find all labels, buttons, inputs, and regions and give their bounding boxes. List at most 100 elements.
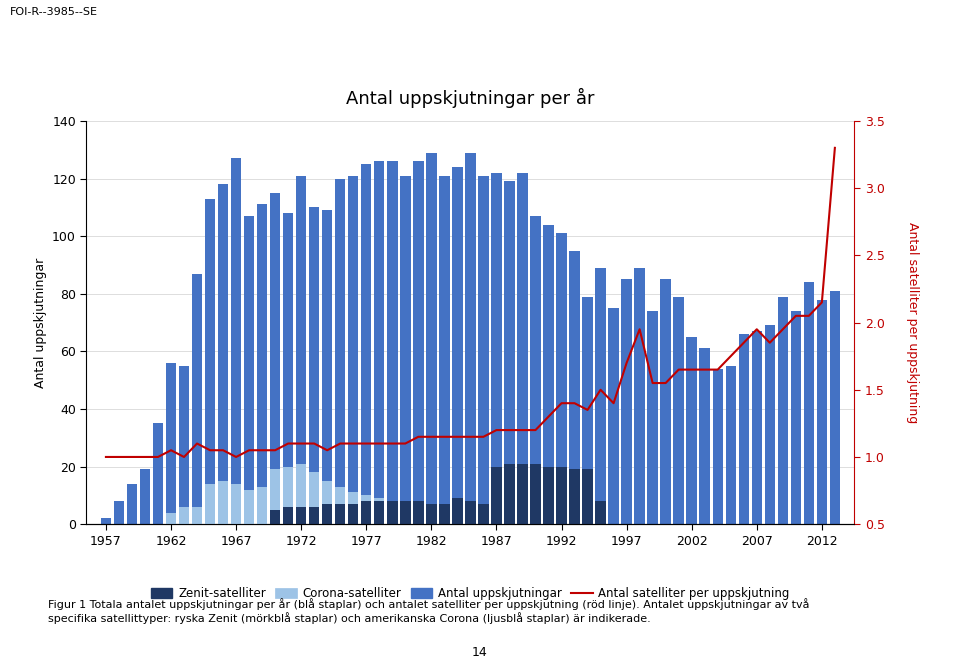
Bar bbox=[569, 470, 580, 524]
Bar bbox=[348, 504, 358, 524]
Bar bbox=[374, 501, 385, 524]
Bar bbox=[492, 466, 502, 524]
Bar bbox=[413, 501, 423, 524]
Bar bbox=[504, 464, 515, 524]
Bar bbox=[492, 466, 502, 524]
Bar bbox=[309, 507, 320, 524]
Bar bbox=[387, 501, 397, 524]
Bar bbox=[322, 481, 332, 524]
Bar bbox=[569, 251, 580, 524]
Bar bbox=[478, 175, 489, 524]
Bar bbox=[466, 501, 475, 524]
Bar bbox=[530, 216, 540, 524]
Bar bbox=[270, 470, 280, 524]
Bar bbox=[270, 510, 280, 524]
Bar bbox=[283, 466, 294, 524]
Bar bbox=[348, 493, 358, 524]
Bar bbox=[517, 464, 528, 524]
Bar bbox=[296, 464, 306, 524]
Text: FOI-R--3985--SE: FOI-R--3985--SE bbox=[10, 7, 98, 17]
Bar bbox=[556, 233, 566, 524]
Bar bbox=[387, 501, 397, 524]
Bar bbox=[335, 504, 346, 524]
Bar bbox=[492, 173, 502, 524]
Bar bbox=[752, 331, 762, 524]
Bar bbox=[283, 213, 294, 524]
Bar bbox=[179, 366, 189, 524]
Bar bbox=[140, 470, 150, 524]
Bar bbox=[374, 498, 385, 524]
Bar bbox=[374, 161, 385, 524]
Bar bbox=[609, 308, 619, 524]
Bar bbox=[335, 487, 346, 524]
Bar bbox=[452, 498, 463, 524]
Bar bbox=[530, 464, 540, 524]
Bar bbox=[192, 507, 203, 524]
Bar bbox=[817, 300, 828, 524]
Bar bbox=[635, 268, 645, 524]
Bar bbox=[426, 153, 437, 524]
Bar bbox=[517, 464, 528, 524]
Bar bbox=[257, 487, 267, 524]
Bar bbox=[387, 161, 397, 524]
Bar bbox=[439, 504, 449, 524]
Bar bbox=[595, 268, 606, 524]
Bar bbox=[583, 470, 592, 524]
Bar bbox=[296, 507, 306, 524]
Text: Figur 1 Totala antalet uppskjutningar per år (blå staplar) och antalet satellite: Figur 1 Totala antalet uppskjutningar pe… bbox=[48, 598, 809, 624]
Bar bbox=[244, 490, 254, 524]
Bar bbox=[543, 224, 554, 524]
Bar bbox=[543, 466, 554, 524]
Bar bbox=[413, 501, 423, 524]
Bar bbox=[595, 501, 606, 524]
Bar bbox=[309, 208, 320, 524]
Legend: Zenit-satelliter, Corona-satelliter, Antal uppskjutningar, Antal satelliter per : Zenit-satelliter, Corona-satelliter, Ant… bbox=[146, 583, 795, 605]
Bar bbox=[478, 504, 489, 524]
Bar bbox=[452, 498, 463, 524]
Bar bbox=[700, 349, 709, 524]
Bar bbox=[621, 280, 632, 524]
Bar bbox=[804, 282, 814, 524]
Bar bbox=[218, 184, 228, 524]
Bar bbox=[466, 501, 475, 524]
Bar bbox=[400, 501, 411, 524]
Bar bbox=[517, 173, 528, 524]
Bar bbox=[400, 501, 411, 524]
Bar bbox=[712, 369, 723, 524]
Bar bbox=[556, 466, 566, 524]
Bar bbox=[466, 153, 475, 524]
Bar bbox=[361, 495, 372, 524]
Bar bbox=[595, 501, 606, 524]
Bar bbox=[218, 481, 228, 524]
Bar bbox=[452, 167, 463, 524]
Bar bbox=[166, 363, 177, 524]
Bar bbox=[257, 204, 267, 524]
Bar bbox=[583, 470, 592, 524]
Title: Antal uppskjutningar per år: Antal uppskjutningar per år bbox=[347, 88, 594, 108]
Bar bbox=[231, 484, 241, 524]
Bar bbox=[192, 274, 203, 524]
Bar bbox=[778, 296, 788, 524]
Bar bbox=[296, 175, 306, 524]
Bar bbox=[309, 472, 320, 524]
Y-axis label: Antal satelliter per uppskjutning: Antal satelliter per uppskjutning bbox=[905, 222, 919, 423]
Bar bbox=[322, 504, 332, 524]
Bar bbox=[674, 296, 684, 524]
Bar bbox=[400, 175, 411, 524]
Bar bbox=[660, 280, 671, 524]
Bar bbox=[530, 464, 540, 524]
Bar bbox=[153, 423, 163, 524]
Bar bbox=[764, 325, 775, 524]
Bar bbox=[101, 518, 111, 524]
Bar bbox=[179, 507, 189, 524]
Bar bbox=[791, 311, 801, 524]
Bar bbox=[439, 175, 449, 524]
Bar bbox=[127, 484, 137, 524]
Text: 14: 14 bbox=[472, 646, 488, 659]
Bar bbox=[478, 504, 489, 524]
Bar bbox=[166, 513, 177, 524]
Bar bbox=[556, 466, 566, 524]
Y-axis label: Antal uppskjutningar: Antal uppskjutningar bbox=[34, 257, 46, 388]
Bar bbox=[583, 296, 592, 524]
Bar bbox=[543, 466, 554, 524]
